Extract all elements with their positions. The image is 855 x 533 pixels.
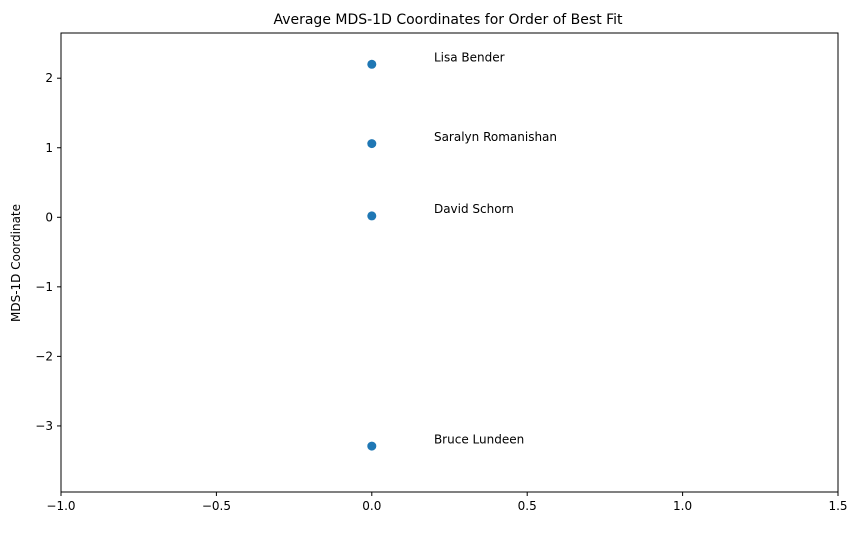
y-axis-label: MDS-1D Coordinate [9,204,23,322]
point-label: Saralyn Romanishan [434,130,557,144]
y-tick-label: −1 [35,280,53,294]
x-tick-label: 1.5 [828,499,847,513]
data-point [367,441,377,451]
data-point [367,139,377,149]
x-tick-label: 0.5 [518,499,537,513]
x-tick-label: 0.0 [362,499,381,513]
data-point [367,59,377,69]
plot-area: −1.0 −0.5 0.0 0.5 1.0 1.5 2 1 0 −1 −2 −3 Lisa Bender… [35,32,848,513]
y-tick-label: 1 [45,141,53,155]
point-label: Lisa Bender [434,51,505,65]
y-tick-label: −2 [35,349,53,363]
y-tick-label: 2 [45,71,53,85]
x-tick-label: 1.0 [673,499,692,513]
x-tick-label: −1.0 [46,499,75,513]
x-tick-label: −0.5 [202,499,231,513]
y-tick-label: −3 [35,419,53,433]
plot-frame [60,32,839,493]
data-point [367,211,377,221]
y-tick-label: 0 [45,210,53,224]
point-label: Bruce Lundeen [434,432,524,446]
point-label: David Schorn [434,202,514,216]
chart-title: Average MDS-1D Coordinates for Order of … [273,12,623,28]
